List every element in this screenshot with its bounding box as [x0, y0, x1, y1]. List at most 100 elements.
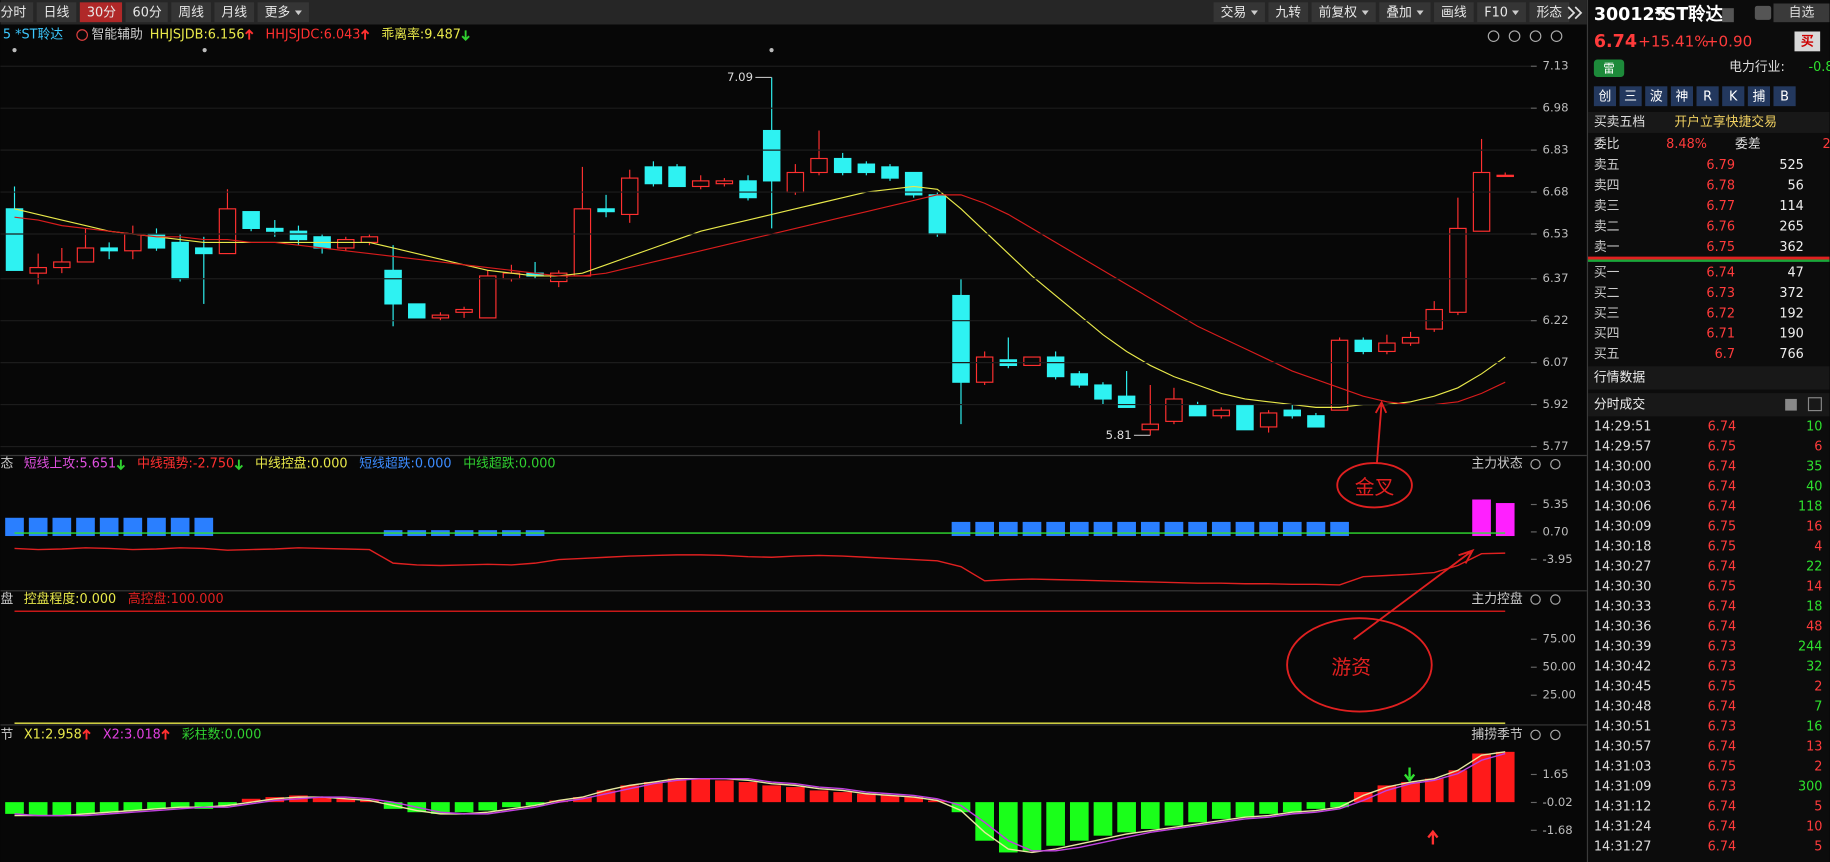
book-price: 6.73 — [1706, 286, 1735, 301]
trade-volume: 118 — [1798, 499, 1823, 514]
trade-time: 14:30:42 — [1594, 659, 1652, 674]
book-label: 卖二 — [1594, 219, 1620, 234]
feature-button[interactable] — [1619, 86, 1642, 107]
period-label[interactable]: 月线 — [221, 5, 247, 20]
period-button[interactable] — [0, 2, 34, 23]
feature-label[interactable]: B — [1780, 89, 1789, 104]
bar — [170, 517, 190, 537]
feature-button[interactable] — [1670, 86, 1694, 107]
bar — [857, 793, 876, 803]
bar — [1188, 802, 1207, 823]
period-button[interactable] — [125, 2, 168, 23]
bar — [667, 778, 687, 803]
candle-body — [904, 171, 923, 196]
zoom-in-icon[interactable] — [1487, 30, 1500, 42]
tool-label[interactable]: 九转 — [1275, 5, 1301, 20]
collapse-icon[interactable] — [1567, 6, 1583, 20]
watch-button[interactable] — [1773, 3, 1830, 23]
feature-label[interactable]: 波 — [1650, 89, 1663, 104]
feature-label[interactable]: R — [1703, 89, 1712, 104]
badge: 雷 — [1603, 61, 1615, 75]
candle-body — [1496, 174, 1514, 178]
bar — [1093, 802, 1113, 836]
bar — [147, 517, 166, 537]
period-button[interactable] — [171, 2, 211, 23]
feature-label[interactable]: 捕 — [1753, 88, 1766, 104]
period-button[interactable] — [79, 2, 123, 23]
ratio-bar-red — [1588, 256, 1830, 260]
feature-button[interactable] — [1696, 86, 1719, 107]
bell-icon[interactable] — [1754, 5, 1772, 20]
close-icon[interactable] — [1550, 729, 1561, 741]
period-button[interactable] — [214, 2, 255, 23]
grid-icon[interactable] — [1807, 397, 1822, 412]
feature-label[interactable]: K — [1729, 89, 1738, 104]
candle-body — [195, 247, 213, 255]
tool-label[interactable]: 叠加 — [1386, 5, 1412, 20]
tool-button[interactable] — [1379, 2, 1431, 23]
tool-button[interactable] — [1529, 2, 1570, 23]
legend-item: 短线上攻:5.651 — [24, 457, 116, 472]
expand-icon[interactable] — [1550, 30, 1563, 42]
buy-label[interactable]: 买 — [1801, 34, 1814, 49]
period-label[interactable]: 60分 — [133, 5, 162, 20]
tool-label[interactable]: 前复权 — [1319, 4, 1358, 20]
bar — [1330, 802, 1349, 808]
tool-button[interactable] — [1477, 2, 1526, 23]
feature-button[interactable] — [1645, 86, 1668, 107]
candle-body — [691, 180, 710, 188]
info-icon[interactable] — [1722, 8, 1734, 23]
close-icon[interactable] — [1550, 594, 1561, 605]
tool-button[interactable] — [1268, 2, 1309, 23]
period-button[interactable] — [257, 2, 309, 23]
settings-icon[interactable] — [1530, 594, 1541, 605]
tool-button[interactable] — [1213, 2, 1265, 23]
period-label[interactable]: 更多 — [265, 5, 291, 20]
bar — [52, 517, 72, 537]
period-label[interactable]: 日线 — [44, 5, 70, 20]
feature-button[interactable] — [1593, 86, 1617, 107]
feature-label[interactable]: 神 — [1676, 89, 1689, 104]
buy-button[interactable] — [1794, 31, 1821, 52]
period-label[interactable]: 30分 — [87, 5, 116, 20]
candle-body — [289, 230, 308, 241]
trade-volume: 300 — [1798, 779, 1823, 794]
tool-button[interactable] — [1434, 2, 1474, 23]
tool-label[interactable]: F10 — [1484, 5, 1508, 20]
feature-label[interactable]: 三 — [1624, 89, 1637, 104]
trade-price: 6.74 — [1708, 739, 1737, 754]
indicator-line — [14, 752, 1506, 852]
watch-label[interactable]: 自选 — [1789, 5, 1815, 20]
tool-button[interactable] — [1311, 2, 1376, 23]
settings-icon[interactable] — [1530, 729, 1541, 741]
zoom-out-icon[interactable] — [1508, 30, 1521, 42]
feature-button[interactable] — [1747, 86, 1771, 107]
trade-volume: 10 — [1806, 819, 1822, 834]
close-icon[interactable] — [1550, 458, 1561, 470]
feature-button[interactable] — [1722, 86, 1745, 107]
bar — [478, 802, 498, 811]
feature-label[interactable]: 创 — [1599, 89, 1612, 104]
period-label[interactable]: 分时 — [1, 5, 27, 20]
period-button[interactable] — [36, 2, 77, 23]
signal-arrow — [1403, 767, 1416, 783]
chart-icons[interactable] — [1487, 30, 1563, 42]
high-label: 7.09 — [727, 70, 753, 84]
bar — [1495, 751, 1515, 803]
tool-label[interactable]: 画线 — [1441, 5, 1467, 20]
feature-button[interactable] — [1773, 86, 1796, 107]
assist-label[interactable]: 智能辅助 — [91, 27, 142, 42]
tool-label[interactable]: 形态 — [1536, 5, 1562, 20]
promo-link[interactable]: 开户立享快捷交易 — [1674, 114, 1777, 130]
candle-body — [408, 303, 426, 319]
panel-cut-label: 态 — [1, 457, 14, 472]
period-label[interactable]: 周线 — [178, 5, 204, 20]
tool-label[interactable]: 交易 — [1221, 4, 1247, 20]
settings-icon[interactable] — [1530, 458, 1541, 470]
lock-icon[interactable] — [1785, 398, 1797, 411]
book-price: 6.78 — [1706, 179, 1735, 194]
y-tick-label: -3.95 — [1543, 552, 1573, 566]
assist-icon[interactable] — [76, 29, 88, 41]
close-icon[interactable] — [1529, 30, 1542, 42]
legend-arrow — [360, 29, 370, 40]
